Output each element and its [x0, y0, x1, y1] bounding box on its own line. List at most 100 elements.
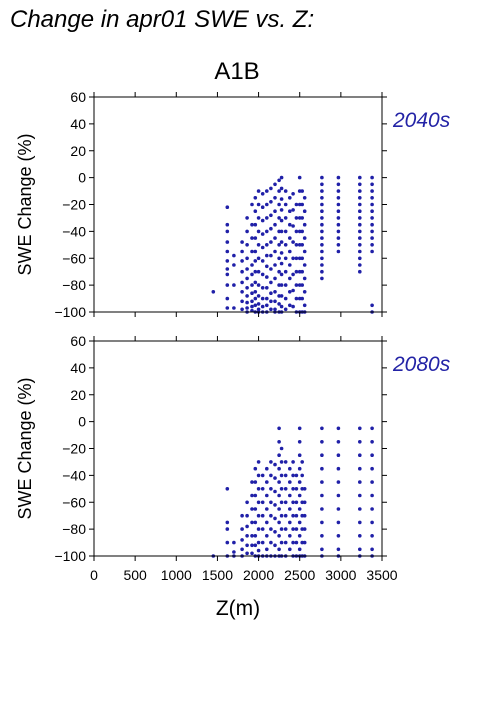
- data-point: [300, 269, 305, 274]
- data-point: [265, 216, 269, 220]
- data-point: [250, 283, 254, 287]
- data-point: [265, 264, 269, 269]
- data-point: [260, 259, 265, 263]
- y-tick-label: 60: [70, 89, 86, 105]
- data-point: [370, 480, 374, 484]
- data-point: [245, 276, 249, 281]
- data-point: [269, 200, 273, 204]
- data-point: [370, 303, 374, 308]
- data-point: [260, 513, 265, 518]
- data-point: [294, 202, 299, 207]
- data-point: [256, 460, 261, 464]
- y-tick-label: 20: [70, 387, 86, 403]
- data-point: [277, 520, 281, 525]
- data-point: [250, 291, 254, 296]
- data-point: [225, 229, 230, 234]
- y-tick-label: −20: [62, 197, 86, 213]
- data-point: [336, 249, 341, 254]
- data-point: [288, 196, 292, 200]
- data-point: [358, 196, 362, 200]
- data-point: [358, 249, 362, 254]
- data-point: [291, 208, 295, 212]
- y-tick-label: 0: [78, 414, 86, 430]
- data-point: [225, 249, 230, 254]
- data-point: [269, 280, 273, 285]
- data-point: [279, 513, 284, 518]
- data-point: [279, 500, 284, 505]
- data-point: [253, 520, 258, 525]
- data-point: [294, 256, 299, 261]
- data-point: [256, 302, 261, 306]
- x-axis-label: Z(m): [216, 597, 260, 620]
- x-tick-label: 3000: [325, 567, 356, 583]
- data-point: [358, 175, 362, 180]
- data-point: [320, 256, 324, 261]
- data-point: [250, 480, 254, 484]
- data-point: [291, 527, 295, 531]
- data-point: [256, 307, 261, 312]
- y-tick-label: −60: [62, 494, 86, 510]
- data-point: [370, 520, 374, 525]
- data-point: [269, 307, 273, 312]
- data-point: [320, 480, 324, 484]
- data-point: [370, 229, 374, 234]
- data-point: [265, 189, 269, 193]
- data-point: [256, 548, 261, 553]
- data-point: [370, 249, 374, 254]
- data-point: [250, 520, 254, 525]
- data-point: [288, 263, 292, 267]
- data-point: [273, 462, 277, 467]
- data-point: [291, 192, 295, 196]
- data-point: [320, 547, 324, 552]
- data-point: [300, 216, 305, 220]
- data-point: [297, 283, 302, 287]
- data-point: [283, 307, 288, 312]
- data-point: [245, 543, 249, 548]
- data-point: [256, 540, 261, 545]
- data-point: [297, 440, 302, 444]
- data-point: [336, 222, 341, 227]
- data-point: [300, 283, 305, 287]
- data-point: [225, 540, 230, 545]
- data-point: [320, 440, 324, 444]
- data-point: [279, 272, 284, 277]
- data-point: [358, 222, 362, 227]
- data-point: [291, 304, 295, 309]
- data-point: [245, 500, 249, 505]
- data-point: [273, 196, 277, 200]
- data-point: [265, 466, 269, 471]
- data-point: [253, 236, 258, 240]
- data-point: [256, 216, 261, 220]
- data-point: [288, 534, 292, 538]
- data-point: [250, 263, 254, 267]
- data-point: [279, 229, 284, 234]
- data-point: [260, 232, 265, 236]
- data-point: [225, 267, 230, 271]
- data-point: [253, 296, 258, 301]
- data-point: [336, 236, 341, 240]
- data-point: [358, 229, 362, 234]
- data-point: [320, 453, 324, 458]
- data-point: [240, 240, 244, 244]
- data-point: [260, 500, 265, 505]
- data-point: [297, 216, 302, 220]
- y-tick-label: 0: [78, 170, 86, 186]
- data-point: [283, 500, 288, 505]
- data-point: [300, 189, 305, 193]
- data-point: [265, 303, 269, 308]
- data-point: [370, 175, 374, 180]
- data-point: [302, 249, 307, 254]
- data-point: [269, 213, 273, 218]
- data-point: [269, 487, 273, 491]
- scatter-points: [211, 426, 374, 558]
- data-point: [297, 507, 302, 511]
- data-point: [232, 540, 236, 545]
- data-point: [250, 551, 254, 556]
- data-point: [302, 196, 307, 200]
- data-point: [260, 487, 265, 491]
- data-point: [291, 460, 295, 464]
- data-point: [300, 460, 305, 464]
- data-point: [260, 192, 265, 196]
- decade-label: 2040s: [392, 109, 451, 132]
- data-point: [336, 182, 341, 187]
